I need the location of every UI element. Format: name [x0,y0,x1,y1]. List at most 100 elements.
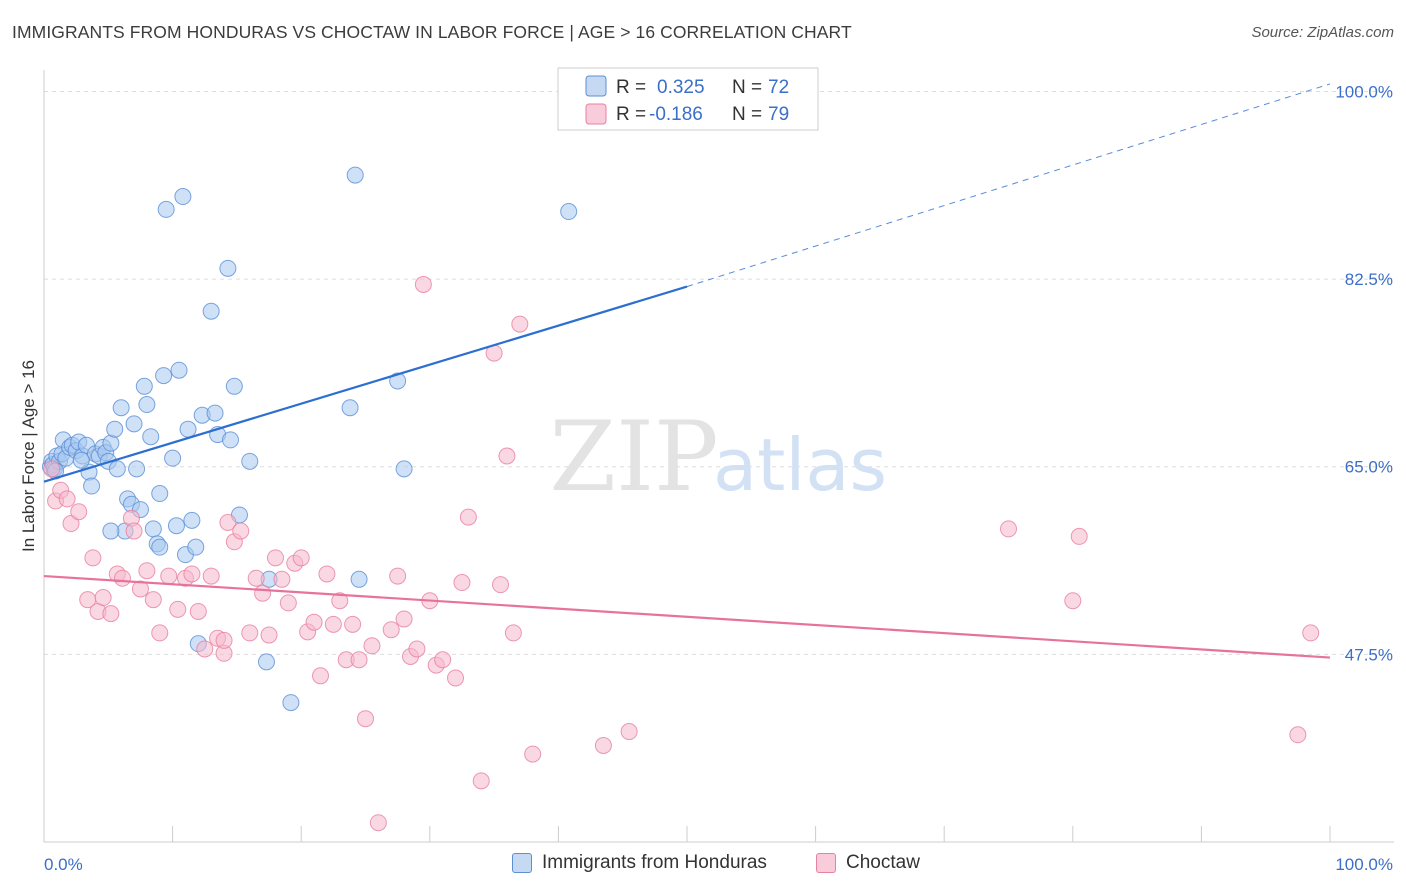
data-point[interactable] [318,565,336,583]
data-point[interactable] [282,694,300,712]
data-point[interactable] [395,460,413,478]
data-point[interactable] [70,503,88,521]
data-point[interactable] [389,567,407,585]
data-point[interactable] [341,399,359,417]
legend-item-honduras[interactable]: Immigrants from Honduras [512,852,767,874]
data-point[interactable] [84,549,102,567]
data-point[interactable] [408,640,426,658]
data-point[interactable] [144,520,162,538]
data-point[interactable] [196,640,214,658]
data-point[interactable] [151,538,169,556]
data-point[interactable] [350,570,368,588]
data-point[interactable] [257,653,275,671]
data-point[interactable] [183,565,201,583]
data-point[interactable] [155,367,173,385]
data-point[interactable] [215,631,233,649]
data-point[interactable] [151,624,169,642]
data-point[interactable] [151,485,169,503]
data-point[interactable] [279,594,297,612]
data-point[interactable] [202,567,220,585]
data-point[interactable] [382,621,400,639]
data-point[interactable] [169,600,187,618]
data-point[interactable] [1289,726,1307,744]
data-point[interactable] [144,591,162,609]
data-point[interactable] [504,624,522,642]
data-point[interactable] [189,602,207,620]
data-point[interactable] [273,570,291,588]
data-point[interactable] [292,549,310,567]
data-point[interactable] [241,452,259,470]
data-point[interactable] [1000,520,1017,538]
data-point[interactable] [447,669,465,687]
data-point[interactable] [58,490,76,508]
data-point[interactable] [395,610,413,628]
data-point[interactable] [369,814,387,832]
data-point[interactable] [453,574,471,592]
data-point[interactable] [344,615,362,633]
data-point[interactable] [157,200,175,218]
data-point[interactable] [414,275,432,293]
data-point[interactable] [620,723,638,741]
data-point[interactable] [594,737,612,754]
data-point[interactable] [305,613,323,631]
data-point[interactable] [135,377,153,395]
data-point[interactable] [1302,624,1320,642]
data-point[interactable] [112,399,130,417]
data-point[interactable] [128,460,146,478]
data-point[interactable] [164,449,182,467]
data-point[interactable] [206,404,224,422]
data-point[interactable] [187,538,205,556]
data-point[interactable] [83,477,101,495]
data-point[interactable] [266,549,284,567]
data-point[interactable] [72,451,90,469]
legend-item-choctaw[interactable]: Choctaw [816,852,920,874]
data-point[interactable] [311,667,329,685]
data-point[interactable] [1070,527,1088,545]
data-point[interactable] [219,513,237,531]
data-point[interactable] [492,576,510,594]
data-point[interactable] [138,396,156,414]
data-point[interactable] [560,203,578,221]
data-point[interactable] [102,605,120,623]
data-point[interactable] [179,420,197,438]
data-point[interactable] [170,361,188,379]
data-point[interactable] [498,447,516,465]
data-point[interactable] [357,710,374,728]
data-point[interactable] [1064,592,1082,610]
data-point[interactable] [324,615,342,633]
data-point[interactable] [346,166,364,184]
data-point[interactable] [232,522,250,540]
data-point[interactable] [102,434,120,452]
data-point[interactable] [131,580,149,598]
data-point[interactable] [106,420,124,438]
data-point[interactable] [524,745,542,763]
data-point[interactable] [174,188,192,206]
data-point[interactable] [113,569,131,587]
data-point[interactable] [108,460,126,478]
data-point[interactable] [94,589,112,607]
data-point[interactable] [43,460,61,478]
data-point[interactable] [221,431,239,449]
data-point[interactable] [102,522,120,540]
data-point[interactable] [241,624,259,642]
data-point[interactable] [219,259,237,277]
data-point[interactable] [247,569,265,587]
data-point[interactable] [331,592,349,610]
data-point[interactable] [142,428,160,446]
data-point[interactable] [260,626,278,644]
data-point[interactable] [160,567,178,585]
data-point[interactable] [202,302,220,320]
data-point[interactable] [389,372,407,390]
data-point[interactable] [254,584,272,602]
data-point[interactable] [62,515,80,533]
data-point[interactable] [138,562,156,580]
data-point[interactable] [225,377,243,395]
data-point[interactable] [125,415,143,433]
data-point[interactable] [363,637,381,655]
data-point[interactable] [472,772,490,790]
data-point[interactable] [511,315,529,333]
data-point[interactable] [183,511,201,529]
data-point[interactable] [459,508,477,526]
data-point[interactable] [350,651,368,669]
data-point[interactable] [125,522,143,540]
